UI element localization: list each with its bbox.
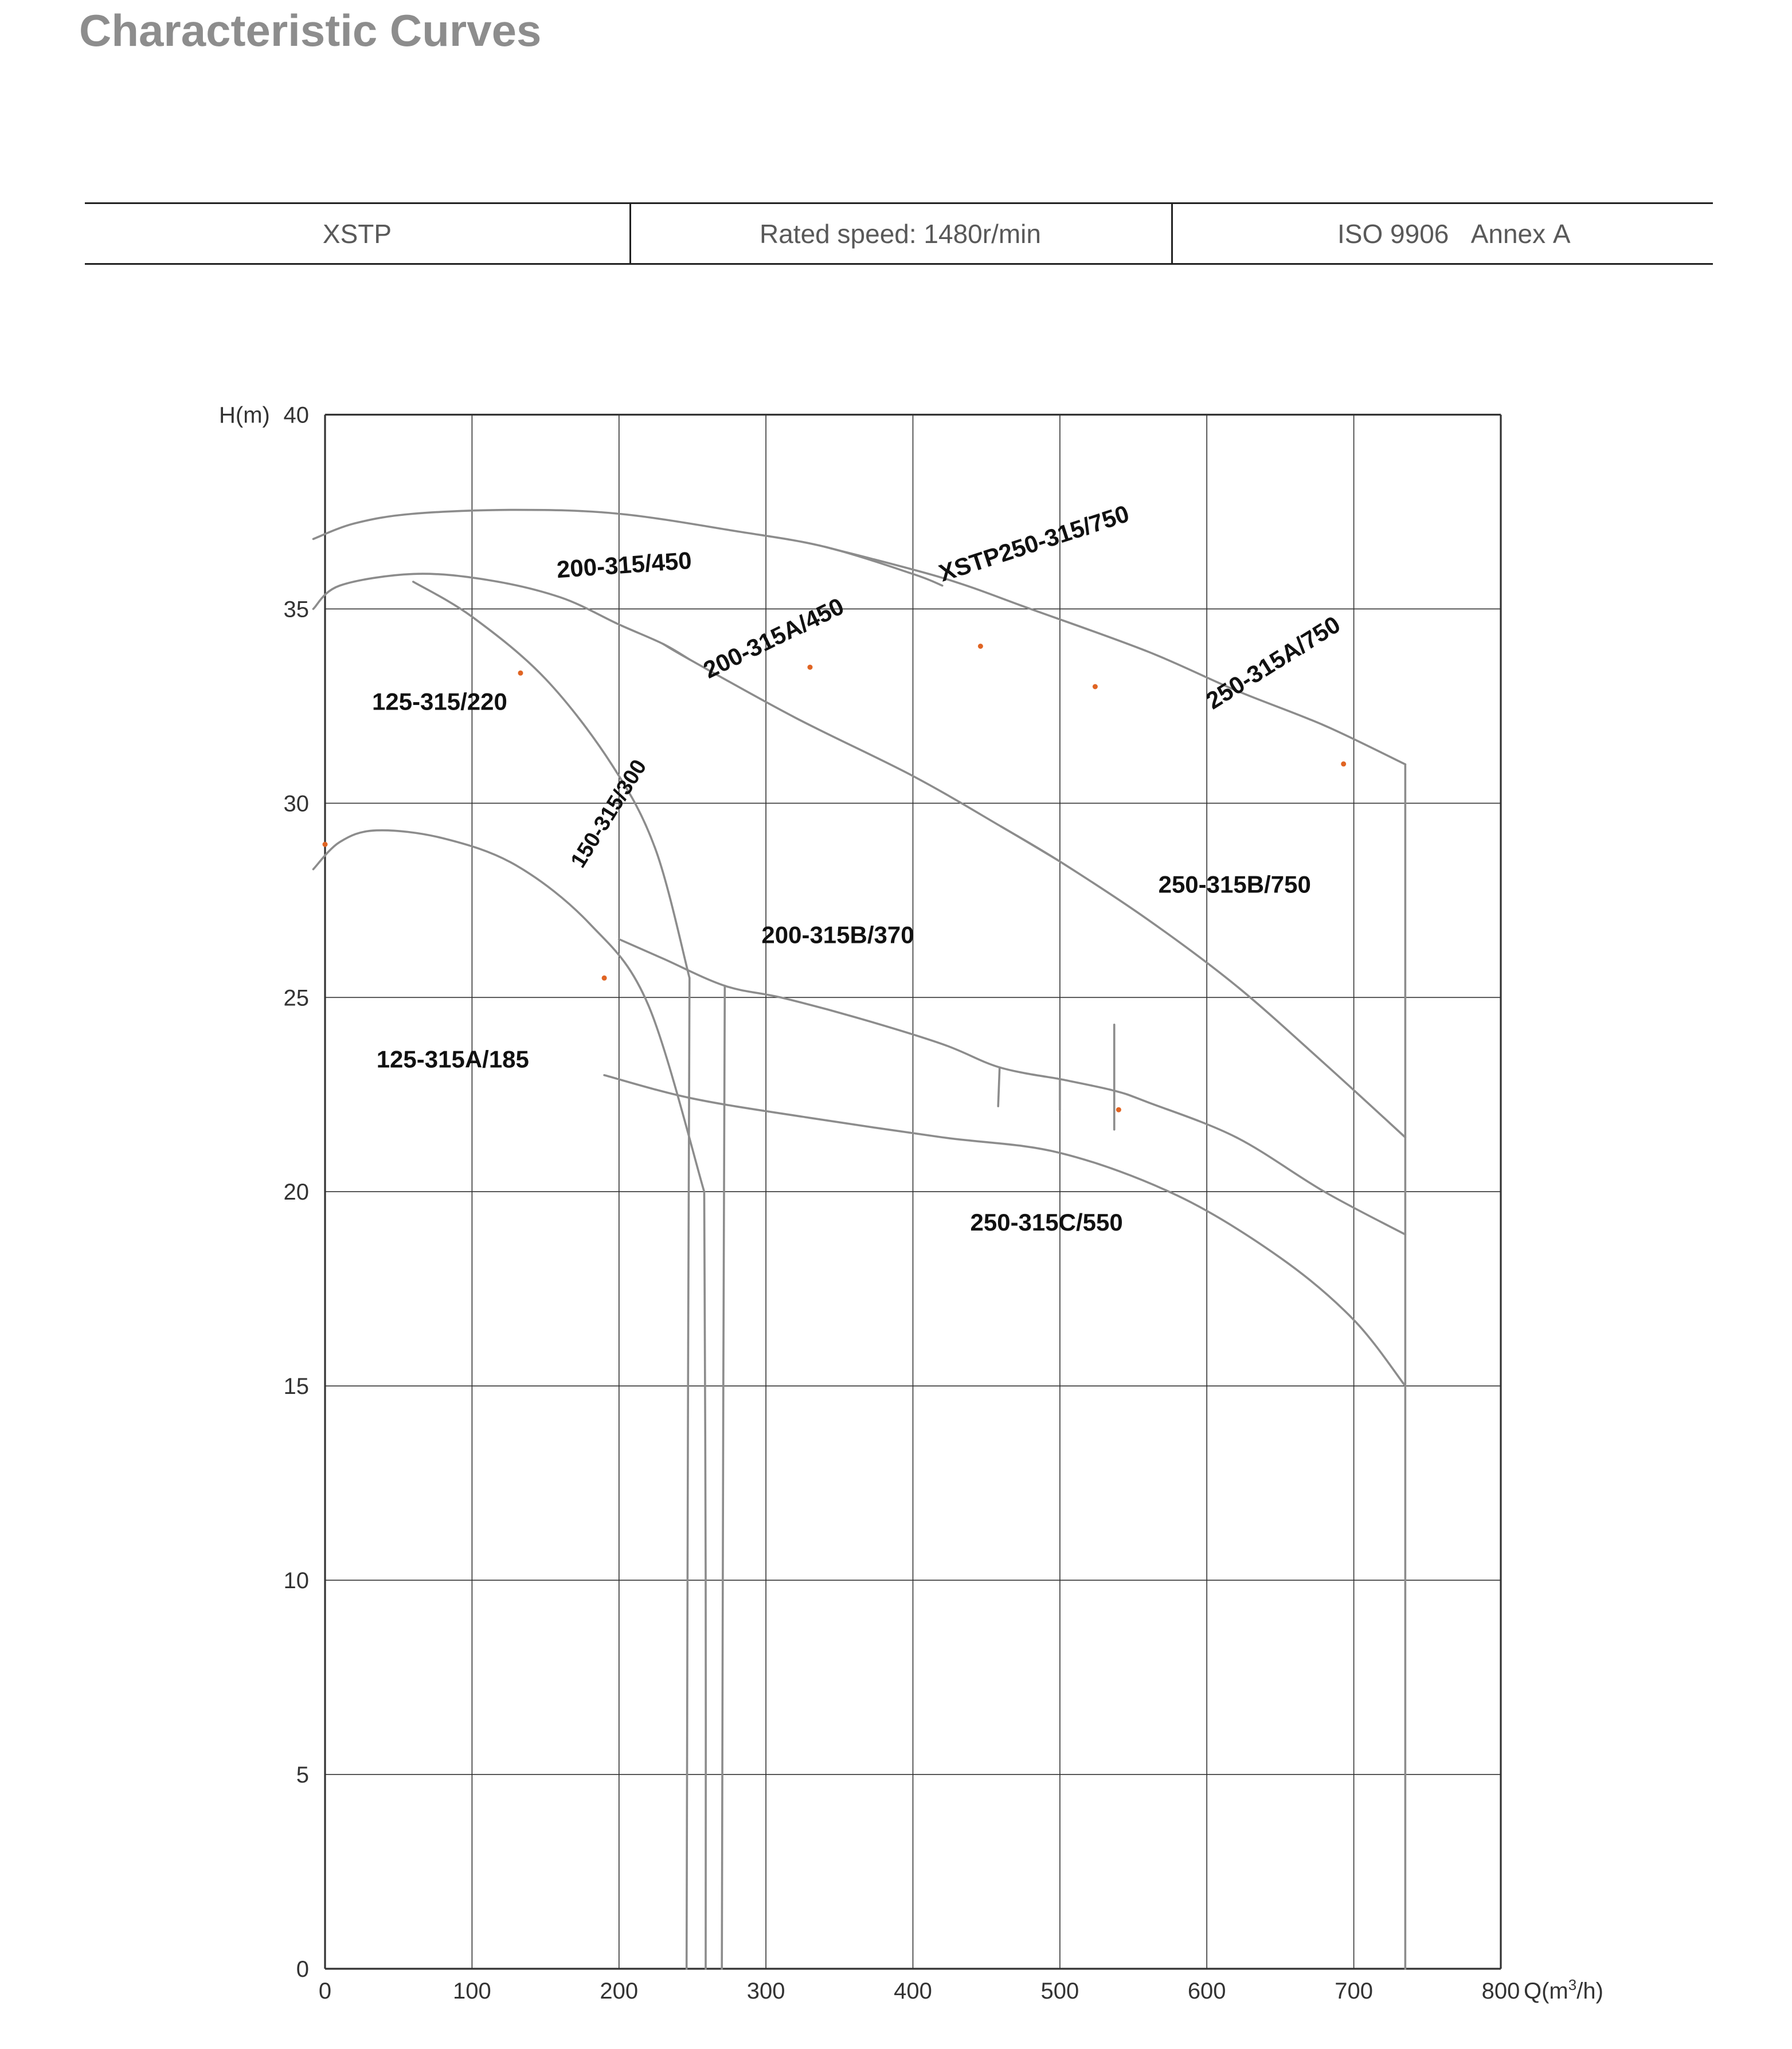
svg-text:250-315B/750: 250-315B/750	[1159, 871, 1311, 898]
svg-text:125-315/220: 125-315/220	[372, 688, 507, 715]
svg-text:800: 800	[1482, 1979, 1520, 2004]
svg-text:100: 100	[453, 1979, 491, 2004]
svg-text:20: 20	[284, 1180, 310, 1205]
svg-text:300: 300	[747, 1979, 785, 2004]
svg-text:H(m): H(m)	[219, 403, 270, 428]
svg-text:400: 400	[894, 1979, 932, 2004]
svg-text:5: 5	[296, 1762, 309, 1788]
svg-text:35: 35	[284, 597, 310, 622]
svg-text:25: 25	[284, 985, 310, 1010]
svg-text:200-315A/450: 200-315A/450	[699, 593, 848, 684]
svg-text:Q(m3/h): Q(m3/h)	[1524, 1976, 1603, 2004]
svg-text:0: 0	[296, 1957, 309, 1982]
svg-text:10: 10	[284, 1568, 310, 1593]
svg-text:200-315B/370: 200-315B/370	[761, 921, 914, 948]
svg-text:200: 200	[600, 1979, 638, 2004]
svg-text:700: 700	[1335, 1979, 1373, 2004]
svg-text:30: 30	[284, 791, 310, 816]
svg-text:200-315/450: 200-315/450	[555, 547, 692, 583]
svg-text:125-315A/185: 125-315A/185	[377, 1045, 529, 1072]
svg-text:600: 600	[1188, 1979, 1226, 2004]
svg-text:15: 15	[284, 1374, 310, 1399]
svg-text:40: 40	[284, 403, 310, 428]
svg-text:250-315A/750: 250-315A/750	[1201, 610, 1345, 714]
svg-text:500: 500	[1041, 1979, 1079, 2004]
svg-text:0: 0	[319, 1979, 331, 2004]
svg-text:XSTP250-315/750: XSTP250-315/750	[936, 500, 1132, 586]
svg-text:250-315C/550: 250-315C/550	[971, 1209, 1123, 1236]
svg-text:150-315/300: 150-315/300	[566, 755, 652, 872]
